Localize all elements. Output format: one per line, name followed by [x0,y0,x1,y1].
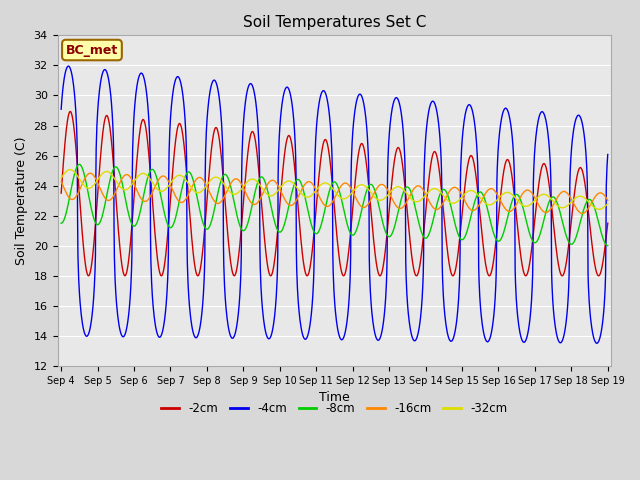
-4cm [65,63,72,69]
-8cm [289,184,297,190]
-2cm [67,108,74,114]
-32cm [311,189,319,195]
-16cm [122,172,130,178]
-8cm [122,200,130,205]
-4cm [311,173,319,179]
-4cm [58,107,65,112]
Line: -32cm: -32cm [61,169,608,209]
-4cm [604,152,612,157]
-16cm [58,179,65,184]
Line: -16cm: -16cm [61,173,608,214]
-4cm [100,67,108,73]
-2cm [58,190,65,196]
-8cm [301,193,308,199]
-2cm [311,224,319,229]
Line: -2cm: -2cm [61,111,608,276]
-2cm [301,267,308,273]
-16cm [311,184,319,190]
-16cm [604,198,612,204]
Y-axis label: Soil Temperature (C): Soil Temperature (C) [15,136,28,265]
-2cm [604,220,612,226]
-2cm [100,122,108,128]
-32cm [289,180,297,186]
-4cm [301,336,308,342]
-2cm [122,271,130,277]
-16cm [100,193,108,199]
-8cm [76,161,83,167]
Line: -8cm: -8cm [61,164,608,246]
-2cm [289,154,297,159]
Legend: -2cm, -4cm, -8cm, -16cm, -32cm: -2cm, -4cm, -8cm, -16cm, -32cm [157,397,513,420]
-8cm [58,220,65,226]
-4cm [289,114,297,120]
-32cm [301,193,308,199]
-32cm [58,175,65,181]
-4cm [369,316,376,322]
-32cm [66,167,74,172]
-8cm [311,230,319,236]
-32cm [122,187,130,192]
-32cm [595,206,603,212]
-32cm [604,201,612,206]
-2cm [595,273,602,279]
-16cm [289,201,297,207]
X-axis label: Time: Time [319,391,350,404]
-16cm [579,211,586,216]
-8cm [604,243,612,249]
-16cm [369,193,376,199]
-8cm [100,207,108,213]
-32cm [369,192,376,198]
Line: -4cm: -4cm [61,66,608,343]
-2cm [369,226,376,232]
-4cm [593,340,601,346]
Title: Soil Temperatures Set C: Soil Temperatures Set C [243,15,426,30]
-16cm [301,181,308,187]
-8cm [369,183,376,189]
-4cm [122,328,130,334]
Text: BC_met: BC_met [66,44,118,57]
-16cm [86,170,94,176]
-32cm [100,169,108,175]
